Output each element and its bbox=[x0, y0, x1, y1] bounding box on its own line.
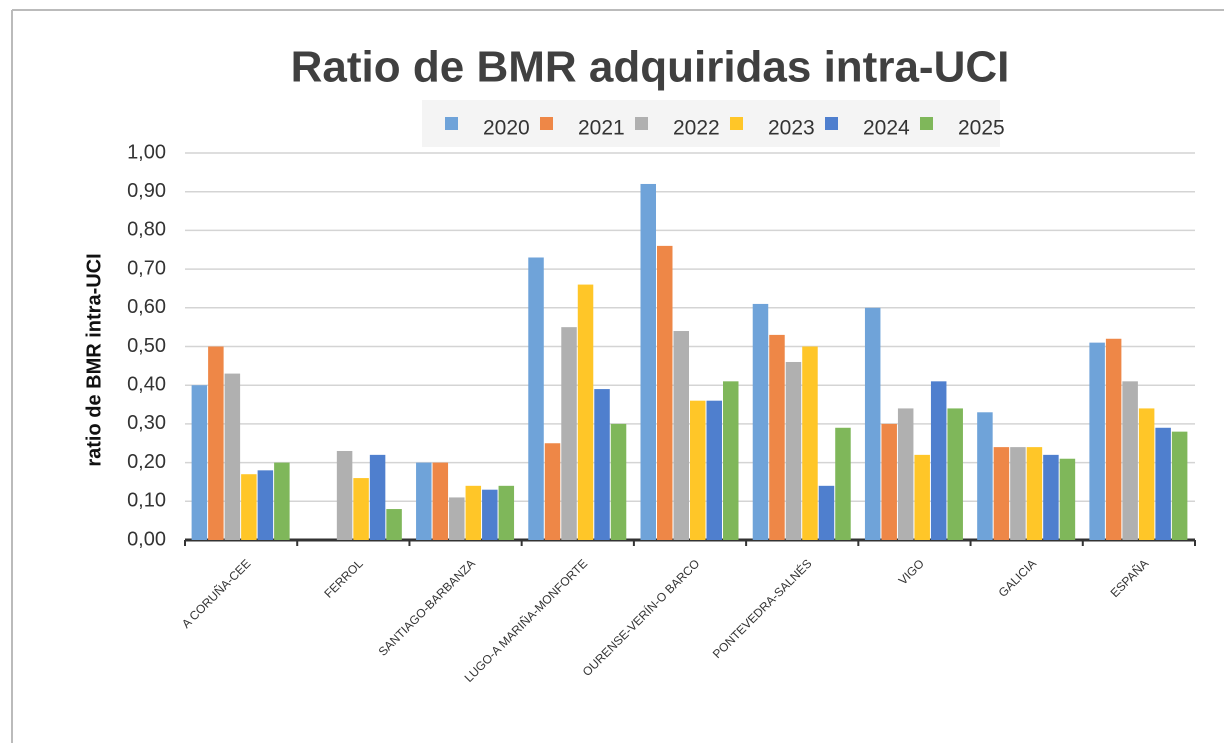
bar bbox=[1043, 454, 1059, 540]
x-tick-label: OURENSE-VERÍN-O BARCO bbox=[579, 556, 702, 679]
bar bbox=[498, 485, 515, 540]
legend-label: 2024 bbox=[863, 117, 910, 140]
legend-label: 2023 bbox=[768, 117, 815, 140]
bar bbox=[930, 381, 947, 540]
bar bbox=[881, 423, 897, 540]
legend-label: 2025 bbox=[958, 117, 1005, 140]
bar bbox=[432, 462, 449, 540]
bar bbox=[1026, 447, 1043, 540]
y-tick-label: 0,80 bbox=[127, 219, 166, 241]
bar bbox=[561, 327, 577, 540]
bar bbox=[1089, 342, 1105, 540]
x-tick-label: GALICIA bbox=[996, 556, 1039, 599]
bar bbox=[1010, 447, 1026, 540]
bar bbox=[947, 408, 963, 540]
bar bbox=[274, 462, 290, 540]
legend-swatch bbox=[825, 117, 838, 130]
bar bbox=[1155, 427, 1171, 540]
y-tick-label: 1,00 bbox=[127, 141, 166, 163]
y-tick-label: 0,10 bbox=[127, 490, 166, 512]
bar bbox=[1138, 408, 1155, 540]
bar bbox=[723, 381, 739, 540]
legend-swatch bbox=[540, 117, 553, 130]
bar bbox=[752, 303, 769, 540]
bar bbox=[993, 447, 1010, 540]
y-tick-label: 0,60 bbox=[127, 296, 166, 318]
legend-swatch bbox=[635, 117, 648, 130]
bar bbox=[465, 485, 482, 540]
bar bbox=[690, 400, 706, 540]
bar bbox=[528, 257, 544, 540]
bar bbox=[1105, 338, 1122, 540]
x-tick-label: FERROL bbox=[321, 556, 366, 601]
bar bbox=[208, 346, 224, 540]
bar bbox=[577, 284, 594, 540]
bar bbox=[769, 334, 785, 540]
y-tick-label: 0,90 bbox=[127, 180, 166, 202]
x-tick-label: A CORUÑA-CEE bbox=[179, 556, 254, 631]
x-tick-label: PONTEVEDRA-SALNÉS bbox=[709, 556, 814, 661]
bar bbox=[482, 489, 498, 540]
legend-swatch bbox=[445, 117, 458, 130]
legend-swatch bbox=[920, 117, 933, 130]
y-tick-label: 0,70 bbox=[127, 257, 166, 279]
bar bbox=[835, 427, 851, 540]
x-tick-label: ESPAÑA bbox=[1108, 556, 1152, 600]
bar bbox=[353, 478, 369, 540]
y-tick-label: 0,40 bbox=[127, 373, 166, 395]
bar bbox=[241, 474, 257, 540]
legend-box bbox=[422, 100, 1000, 147]
bar bbox=[673, 331, 689, 540]
y-tick-label: 0,30 bbox=[127, 412, 166, 434]
bar bbox=[416, 462, 432, 540]
bar bbox=[257, 470, 274, 540]
bar bbox=[785, 361, 802, 540]
bar bbox=[336, 450, 353, 540]
bar bbox=[897, 408, 914, 540]
bar bbox=[449, 497, 465, 540]
bar bbox=[706, 400, 722, 540]
bar bbox=[802, 346, 818, 540]
bar bbox=[864, 307, 881, 540]
bar bbox=[977, 412, 993, 540]
y-tick-label: 0,50 bbox=[127, 335, 166, 357]
bar bbox=[914, 454, 930, 540]
legend-label: 2022 bbox=[673, 117, 720, 140]
y-tick-label: 0,20 bbox=[127, 451, 166, 473]
bar bbox=[386, 509, 402, 540]
bar bbox=[640, 183, 656, 540]
legend-label: 2020 bbox=[483, 117, 530, 140]
bar bbox=[544, 443, 561, 540]
y-axis-label: ratio de BMR intra-UCI bbox=[83, 253, 105, 466]
bar bbox=[1171, 431, 1188, 540]
x-tick-label: LUGO-A MARIÑA-MONFORTE bbox=[462, 556, 591, 685]
bar bbox=[818, 485, 835, 540]
legend-label: 2021 bbox=[578, 117, 625, 140]
bar bbox=[1122, 381, 1138, 540]
x-tick-label: VIGO bbox=[896, 556, 927, 587]
bar bbox=[1059, 458, 1076, 540]
bar bbox=[610, 423, 627, 540]
legend-swatch bbox=[730, 117, 743, 130]
bar bbox=[657, 245, 673, 540]
chart-title: Ratio de BMR adquiridas intra-UCI bbox=[291, 43, 1010, 92]
bar bbox=[594, 389, 610, 540]
bar bbox=[224, 373, 241, 540]
y-tick-label: 0,00 bbox=[127, 528, 166, 550]
bar bbox=[191, 385, 208, 540]
x-tick-label: SANTIAGO-BARBANZA bbox=[376, 556, 478, 658]
bar bbox=[369, 454, 386, 540]
